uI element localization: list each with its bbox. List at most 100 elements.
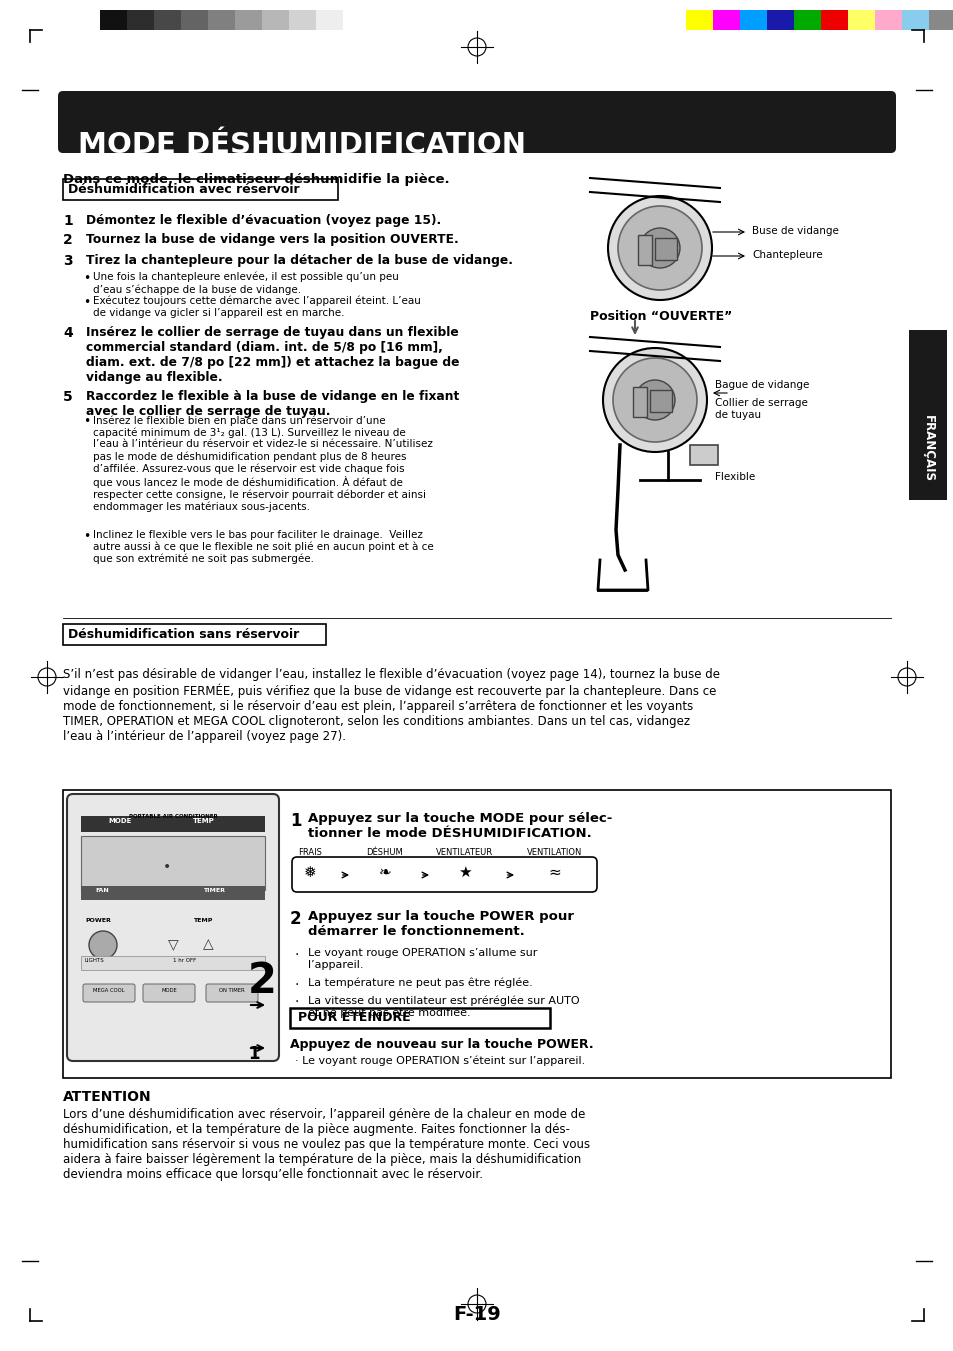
Text: FRAIS: FRAIS (297, 848, 321, 857)
Text: 2: 2 (290, 911, 301, 928)
Text: VENTILATION: VENTILATION (527, 848, 582, 857)
Bar (740, 9, 766, 30)
Bar (127, 9, 153, 30)
Text: PORTABLE AIR CONDITIONER: PORTABLE AIR CONDITIONER (129, 815, 217, 819)
Bar (63, 790, 890, 1078)
Text: Exécutez toujours cette démarche avec l’appareil éteint. L’eau
de vidange va gic: Exécutez toujours cette démarche avec l’… (92, 296, 420, 317)
Text: TEMP: TEMP (193, 917, 213, 923)
Circle shape (613, 358, 697, 442)
Bar (689, 444, 718, 465)
Text: DÉSHUM: DÉSHUM (366, 848, 403, 857)
Text: Collier de serrage
de tuyau: Collier de serrage de tuyau (714, 399, 807, 420)
Text: FAN: FAN (95, 888, 109, 893)
Text: •: • (83, 296, 91, 309)
Bar (63, 624, 326, 644)
Text: •: • (83, 530, 91, 543)
Bar (633, 386, 646, 417)
Text: 4: 4 (63, 326, 72, 340)
Text: 2: 2 (63, 232, 72, 247)
Text: ★: ★ (457, 865, 472, 880)
Text: Déshumidification avec réservoir: Déshumidification avec réservoir (68, 182, 299, 196)
Text: · Le voyant rouge OPERATION s’éteint sur l’appareil.: · Le voyant rouge OPERATION s’éteint sur… (294, 1055, 584, 1066)
Bar (685, 9, 712, 30)
Text: Lors d’une déshumidification avec réservoir, l’appareil génère de la chaleur en : Lors d’une déshumidification avec réserv… (63, 1108, 590, 1181)
Circle shape (602, 349, 706, 453)
Bar (81, 886, 265, 900)
Bar (638, 235, 651, 265)
Text: Raccordez le flexible à la buse de vidange en le fixant
avec le collier de serra: Raccordez le flexible à la buse de vidan… (86, 390, 458, 417)
Bar (766, 9, 793, 30)
Text: •: • (83, 272, 91, 285)
Circle shape (639, 228, 679, 267)
Text: ·: · (294, 978, 299, 992)
Text: ❅: ❅ (303, 865, 316, 880)
Text: ·: · (294, 948, 299, 962)
FancyBboxPatch shape (83, 984, 135, 1002)
Text: TEMP: TEMP (193, 817, 214, 824)
Text: Flexible: Flexible (714, 471, 755, 482)
FancyBboxPatch shape (143, 984, 194, 1002)
Text: ≈: ≈ (548, 865, 560, 880)
Bar (234, 9, 262, 30)
Text: MEGA COOL: MEGA COOL (93, 988, 125, 993)
Text: Bague de vidange: Bague de vidange (714, 380, 808, 390)
Text: Une fois la chantepleure enlevée, il est possible qu’un peu
d’eau s’échappe de l: Une fois la chantepleure enlevée, il est… (92, 272, 398, 295)
Text: Buse de vidange: Buse de vidange (751, 226, 838, 236)
Text: POUR ÉTEINDRE: POUR ÉTEINDRE (297, 1011, 410, 1024)
Bar (290, 1008, 550, 1028)
Text: La température ne peut pas être réglée.: La température ne peut pas être réglée. (308, 978, 532, 989)
Bar (153, 9, 181, 30)
Text: ATTENTION: ATTENTION (63, 1090, 152, 1104)
Bar (63, 178, 337, 200)
Text: Appuyez de nouveau sur la touche POWER.: Appuyez de nouveau sur la touche POWER. (290, 1038, 593, 1051)
FancyBboxPatch shape (58, 91, 895, 153)
Text: Appuyez sur la touche MODE pour sélec-
tionner le mode DÉSHUMIDIFICATION.: Appuyez sur la touche MODE pour sélec- t… (308, 812, 612, 840)
Bar (262, 9, 289, 30)
FancyBboxPatch shape (67, 794, 278, 1061)
Bar (81, 836, 265, 890)
Circle shape (635, 380, 675, 420)
Bar (901, 9, 928, 30)
Circle shape (607, 196, 711, 300)
Text: 3: 3 (63, 254, 72, 267)
Text: LIGHTS: LIGHTS (85, 958, 105, 963)
Bar (181, 9, 208, 30)
Bar (649, 390, 671, 412)
Text: S’il n’est pas désirable de vidanger l’eau, installez le flexible d’évacuation (: S’il n’est pas désirable de vidanger l’e… (63, 667, 720, 743)
Text: ▽: ▽ (168, 938, 178, 951)
Bar (821, 9, 847, 30)
Bar (874, 9, 901, 30)
Bar (81, 816, 265, 832)
Text: MODE: MODE (108, 817, 132, 824)
Bar (712, 9, 740, 30)
Text: Insérez le flexible bien en place dans un réservoir d’une
capacité minimum de 3¹: Insérez le flexible bien en place dans u… (92, 415, 433, 512)
Text: 1 hr OFF: 1 hr OFF (172, 958, 196, 963)
Text: Insérez le collier de serrage de tuyau dans un flexible
commercial standard (dia: Insérez le collier de serrage de tuyau d… (86, 326, 459, 384)
Text: 2: 2 (248, 961, 276, 1002)
Text: Tournez la buse de vidange vers la position OUVERTE.: Tournez la buse de vidange vers la posit… (86, 232, 458, 246)
Text: △: △ (203, 938, 213, 951)
Text: Appuyez sur la touche POWER pour
démarrer le fonctionnement.: Appuyez sur la touche POWER pour démarre… (308, 911, 574, 938)
Bar (908, 330, 946, 500)
Text: La vitesse du ventilateur est préréglée sur AUTO
et ne peut pas être modifiée.: La vitesse du ventilateur est préréglée … (308, 994, 579, 1017)
Text: Chantepleure: Chantepleure (751, 250, 821, 259)
Bar (81, 957, 265, 970)
Text: 1: 1 (248, 1046, 259, 1063)
Text: ON TIMER: ON TIMER (219, 988, 245, 993)
Bar (847, 9, 874, 30)
Bar (315, 9, 343, 30)
Text: 1: 1 (63, 213, 72, 228)
Text: 1: 1 (290, 812, 301, 830)
Text: Dans ce mode, le climatiseur déshumidifie la pièce.: Dans ce mode, le climatiseur déshumidifi… (63, 173, 449, 186)
Text: MODE DÉSHUMIDIFICATION: MODE DÉSHUMIDIFICATION (78, 131, 525, 159)
Text: •: • (83, 415, 91, 428)
Text: ·: · (294, 994, 299, 1009)
Circle shape (618, 205, 701, 290)
Bar (793, 9, 821, 30)
Text: Démontez le flexible d’évacuation (voyez page 15).: Démontez le flexible d’évacuation (voyez… (86, 213, 441, 227)
Text: POWER: POWER (85, 917, 111, 923)
Bar (655, 238, 677, 259)
Text: Position “OUVERTE”: Position “OUVERTE” (589, 309, 732, 323)
Text: Inclinez le flexible vers le bas pour faciliter le drainage.  Veillez
autre auss: Inclinez le flexible vers le bas pour fa… (92, 530, 434, 565)
Bar (100, 9, 127, 30)
